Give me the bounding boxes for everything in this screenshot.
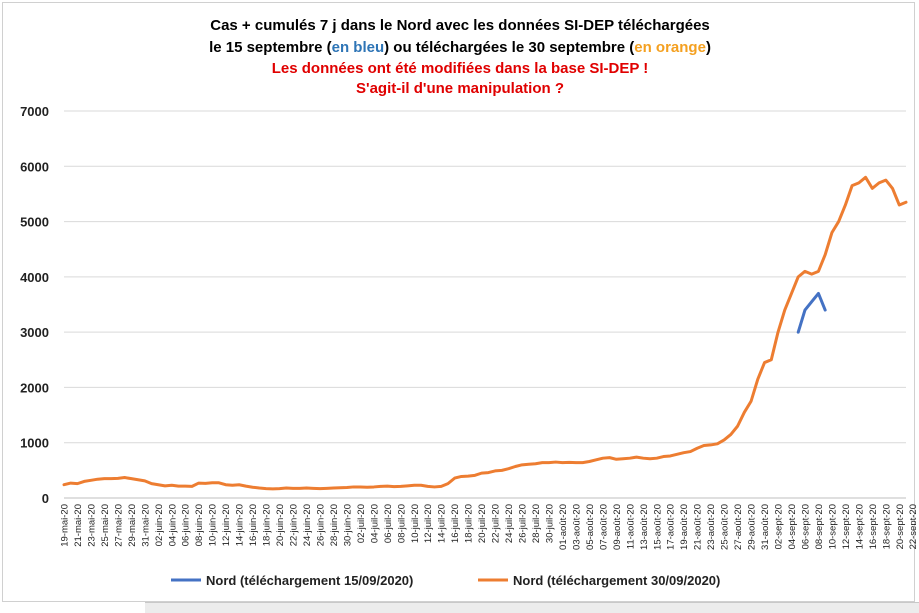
x-tick-label: 07-août-20 [598,504,609,550]
x-tick-label: 31-août-20 [760,504,771,550]
x-tick-label: 12-juin-20 [221,504,232,546]
y-tick-label: 4000 [20,270,49,285]
x-tick-label: 29-mai-20 [127,504,138,547]
x-tick-label: 26-juil-20 [518,504,529,543]
x-tick-label: 02-juin-20 [154,504,165,546]
chart-title-line2-middle: ) ou téléchargées le 30 septembre ( [384,39,634,56]
x-tick-label: 04-juil-20 [369,504,380,543]
y-tick-label: 3000 [20,325,49,340]
x-tick-label: 09-août-20 [612,504,623,550]
x-tick-label: 19-août-20 [679,504,690,550]
x-tick-label: 02-juil-20 [356,504,367,543]
x-tick-label: 10-juin-20 [208,504,219,546]
x-tick-label: 24-juin-20 [302,504,313,546]
x-tick-label: 28-juil-20 [531,504,542,543]
line-chart: Cas + cumulés 7 j dans le Nord avec les … [20,17,917,588]
y-tick-label: 6000 [20,159,49,174]
x-tick-label: 06-sept-20 [800,504,811,549]
x-tick-label: 27-août-20 [733,504,744,550]
x-tick-label: 13-août-20 [639,504,650,550]
x-tick-label: 30-juil-20 [544,504,555,543]
legend: Nord (téléchargement 15/09/2020) Nord (t… [171,573,720,588]
x-tick-label: 10-sept-20 [827,504,838,549]
gridlines [64,110,906,499]
x-tick-label: 19-mai-20 [60,504,71,547]
x-tick-label: 20-sept-20 [895,504,906,549]
x-tick-label: 11-août-20 [625,504,636,549]
chart-frame: Cas + cumulés 7 j dans le Nord avec les … [2,2,917,602]
x-tick-label: 23-août-20 [706,504,717,550]
y-tick-label: 2000 [20,380,49,395]
x-tick-label: 20-juin-20 [275,504,286,546]
x-tick-label: 18-juil-20 [464,504,475,543]
x-tick-label: 03-août-20 [571,504,582,550]
x-tick-label: 02-sept-20 [774,504,785,549]
x-tick-label: 23-mai-20 [86,504,97,547]
x-tick-label: 17-août-20 [666,504,677,550]
legend-label-orange: Nord (téléchargement 30/09/2020) [513,573,720,588]
x-tick-label: 22-sept-20 [908,504,916,549]
series-line-blue-15-09 [796,291,827,334]
chart-title-line2: le 15 septembre (en bleu) ou téléchargée… [209,39,711,56]
chart-subtitle-red-line1: Les données ont été modifiées dans la ba… [272,60,649,77]
x-tick-label: 16-juin-20 [248,504,259,546]
y-tick-label: 5000 [20,215,49,230]
chart-title-blue-text: en bleu [332,39,385,56]
chart-title-line1: Cas + cumulés 7 j dans le Nord avec les … [210,17,710,34]
chart-title-line2-suffix: ) [706,39,711,56]
x-tick-label: 14-juil-20 [437,504,448,543]
x-tick-label: 29-août-20 [747,504,758,550]
x-tick-label: 14-juin-20 [235,504,246,546]
series-line-orange-30-09 [62,175,908,491]
window-bottom-strip [145,602,919,613]
x-tick-label: 25-août-20 [720,504,731,550]
series-lines [62,175,908,491]
x-tick-label: 25-mai-20 [100,504,111,547]
x-tick-label: 12-sept-20 [841,504,852,549]
x-tick-label: 14-sept-20 [854,504,865,549]
x-tick-label: 08-juil-20 [396,504,407,543]
x-tick-label: 21-mai-20 [73,504,84,547]
x-tick-label: 28-juin-20 [329,504,340,546]
x-tick-label: 16-sept-20 [868,504,879,549]
x-tick-label: 18-juin-20 [262,504,273,546]
x-tick-label: 06-juin-20 [181,504,192,546]
legend-label-blue: Nord (téléchargement 15/09/2020) [206,573,413,588]
y-axis: 0 1000 2000 3000 4000 5000 6000 7000 [20,104,49,506]
x-tick-label: 15-août-20 [652,504,663,550]
x-tick-label: 24-juil-20 [504,504,515,543]
x-tick-label: 22-juil-20 [491,504,502,543]
x-tick-label: 22-juin-20 [289,504,300,546]
y-tick-label: 7000 [20,104,49,119]
x-tick-label: 26-juin-20 [315,504,326,546]
x-tick-label: 21-août-20 [693,504,704,550]
x-tick-label: 06-juil-20 [383,504,394,543]
x-tick-label: 08-sept-20 [814,504,825,549]
x-tick-label: 04-juin-20 [167,504,178,546]
x-axis: 19-mai-20 21-mai-20 23-mai-20 25-mai-20 27-m… [60,504,917,550]
x-tick-label: 04-sept-20 [787,504,798,549]
x-tick-label: 18-sept-20 [881,504,892,549]
x-tick-label: 12-juil-20 [423,504,434,543]
x-tick-label: 16-juil-20 [450,504,461,543]
x-tick-label: 27-mai-20 [113,504,124,547]
x-tick-label: 01-août-20 [558,504,569,550]
chart-title-line2-prefix: le 15 septembre ( [209,39,332,56]
chart-subtitle-red-line2: S'agit-il d'une manipulation ? [356,80,564,97]
x-tick-label: 05-août-20 [585,504,596,550]
x-tick-label: 20-juil-20 [477,504,488,543]
x-tick-label: 30-juin-20 [342,504,353,546]
x-tick-label: 08-juin-20 [194,504,205,546]
x-tick-label: 31-mai-20 [140,504,151,547]
chart-title-orange-text: en orange [634,39,706,56]
x-tick-label: 10-juil-20 [410,504,421,543]
y-tick-label: 0 [42,491,49,506]
y-tick-label: 1000 [20,436,49,451]
